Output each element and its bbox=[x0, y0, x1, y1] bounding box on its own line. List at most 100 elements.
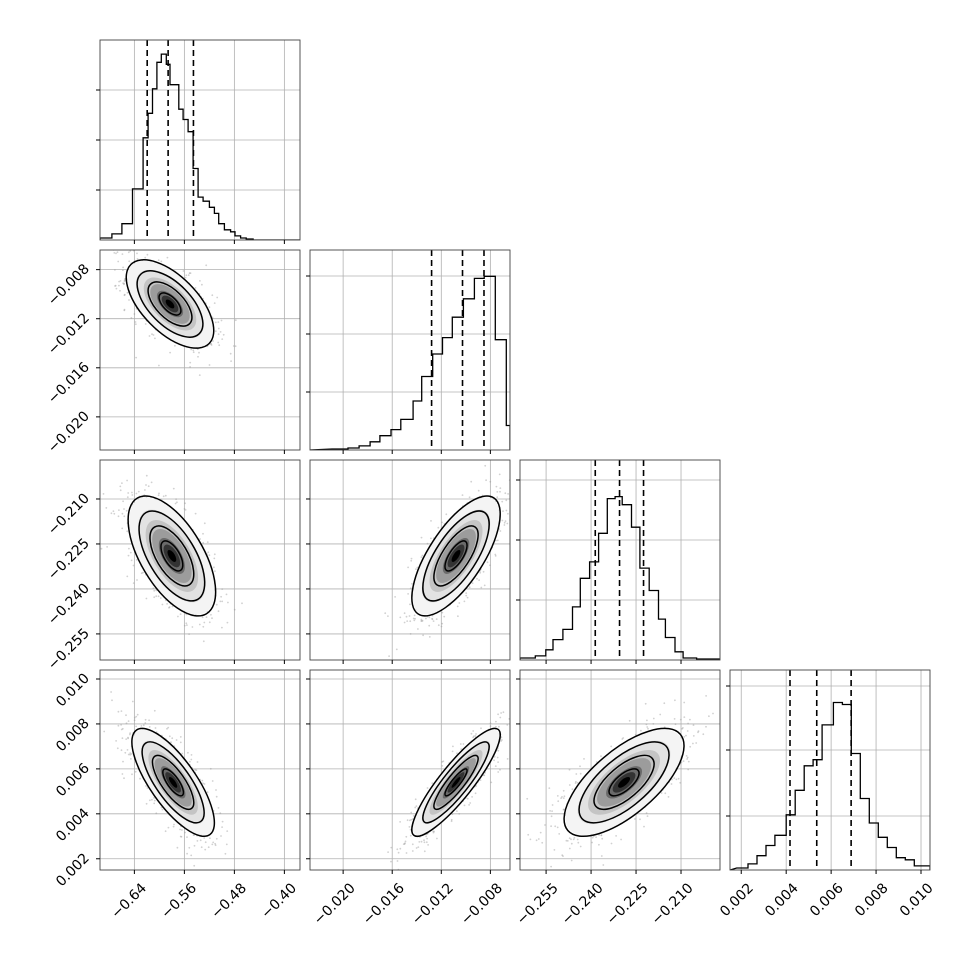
sample-point bbox=[664, 792, 667, 795]
sample-point bbox=[127, 547, 130, 550]
sample-point bbox=[570, 838, 572, 841]
sample-point bbox=[639, 818, 641, 821]
sample-point bbox=[463, 600, 466, 603]
sample-point bbox=[702, 733, 705, 736]
sample-point bbox=[195, 769, 198, 772]
sample-point bbox=[399, 821, 401, 823]
sample-point bbox=[550, 815, 553, 818]
density-level bbox=[165, 299, 175, 309]
sample-point bbox=[480, 727, 482, 730]
sample-point bbox=[493, 759, 495, 762]
sample-point bbox=[500, 736, 503, 739]
x-tick-label: −0.210 bbox=[649, 880, 697, 928]
sample-point bbox=[123, 508, 125, 510]
sample-point bbox=[118, 284, 120, 287]
sample-point bbox=[171, 737, 174, 740]
sample-point bbox=[221, 338, 224, 340]
sample-point bbox=[575, 773, 578, 775]
sample-point bbox=[157, 494, 160, 497]
sample-point bbox=[598, 834, 600, 836]
sample-point bbox=[206, 541, 209, 543]
sample-point bbox=[425, 617, 427, 620]
sample-point bbox=[123, 282, 126, 285]
sample-point bbox=[166, 727, 168, 730]
sample-point bbox=[184, 831, 187, 834]
sample-point bbox=[468, 496, 471, 499]
sample-point bbox=[199, 538, 202, 540]
sample-point bbox=[135, 715, 138, 718]
sample-point bbox=[667, 796, 670, 798]
sample-point bbox=[119, 489, 122, 492]
sample-point bbox=[114, 269, 116, 271]
sample-point bbox=[682, 760, 685, 762]
sample-point bbox=[506, 758, 509, 760]
sample-point bbox=[125, 722, 128, 725]
sample-point bbox=[181, 752, 184, 755]
sample-point bbox=[474, 792, 477, 795]
sample-point bbox=[412, 617, 415, 620]
sample-point bbox=[198, 374, 201, 376]
sample-point bbox=[194, 512, 197, 515]
sample-point bbox=[232, 345, 235, 347]
sample-point bbox=[516, 484, 518, 486]
sample-point bbox=[679, 718, 682, 721]
sample-point bbox=[412, 815, 415, 817]
sample-point bbox=[202, 640, 205, 643]
sample-point bbox=[125, 714, 127, 717]
sample-point bbox=[512, 738, 514, 740]
sample-point bbox=[600, 834, 603, 836]
contour-line bbox=[433, 754, 479, 811]
sample-point bbox=[645, 812, 648, 814]
sample-point bbox=[120, 749, 123, 752]
contour-line bbox=[578, 741, 670, 824]
sample-point bbox=[187, 274, 190, 276]
sample-point bbox=[131, 773, 133, 776]
sample-point bbox=[211, 843, 214, 846]
sample-point bbox=[123, 309, 126, 312]
sample-point bbox=[217, 321, 220, 323]
sample-point bbox=[100, 547, 103, 550]
sample-point bbox=[185, 622, 188, 625]
contour-line bbox=[563, 727, 685, 838]
x-tick-label: −0.40 bbox=[258, 880, 300, 922]
sample-point bbox=[432, 830, 435, 833]
histogram-step bbox=[310, 275, 510, 450]
sample-point bbox=[218, 344, 221, 347]
sample-point bbox=[712, 712, 714, 715]
sample-point bbox=[136, 713, 139, 716]
sample-point bbox=[114, 285, 116, 287]
y-tick-label: 0.008 bbox=[53, 715, 93, 755]
sample-point bbox=[173, 823, 175, 826]
sample-point bbox=[201, 283, 203, 286]
sample-point bbox=[208, 621, 211, 624]
sample-point bbox=[216, 662, 218, 664]
y-tick-label: −0.008 bbox=[45, 261, 93, 309]
sample-point bbox=[134, 321, 137, 323]
contour-line bbox=[141, 741, 205, 824]
sample-point bbox=[146, 247, 148, 249]
sample-point bbox=[683, 736, 686, 738]
sample-point bbox=[151, 798, 153, 801]
sample-point bbox=[562, 808, 565, 811]
sample-point bbox=[149, 799, 151, 802]
contour-line bbox=[125, 259, 215, 349]
sample-point bbox=[498, 473, 501, 476]
sample-point bbox=[164, 830, 167, 833]
sample-point bbox=[111, 699, 113, 702]
sample-point bbox=[137, 490, 140, 493]
sample-point bbox=[503, 524, 506, 526]
sample-point bbox=[157, 259, 160, 262]
sample-point bbox=[122, 282, 124, 285]
sample-point bbox=[568, 784, 571, 786]
sample-point bbox=[233, 608, 236, 611]
contour-line bbox=[138, 510, 206, 602]
sample-point bbox=[152, 334, 155, 336]
sample-point bbox=[175, 498, 178, 501]
sample-point bbox=[544, 824, 546, 826]
sample-point bbox=[527, 700, 529, 702]
sample-point bbox=[202, 541, 205, 544]
sample-point bbox=[131, 494, 134, 496]
sample-point bbox=[188, 846, 191, 849]
y-tick-label: −0.225 bbox=[45, 535, 93, 583]
sample-point bbox=[692, 724, 695, 726]
